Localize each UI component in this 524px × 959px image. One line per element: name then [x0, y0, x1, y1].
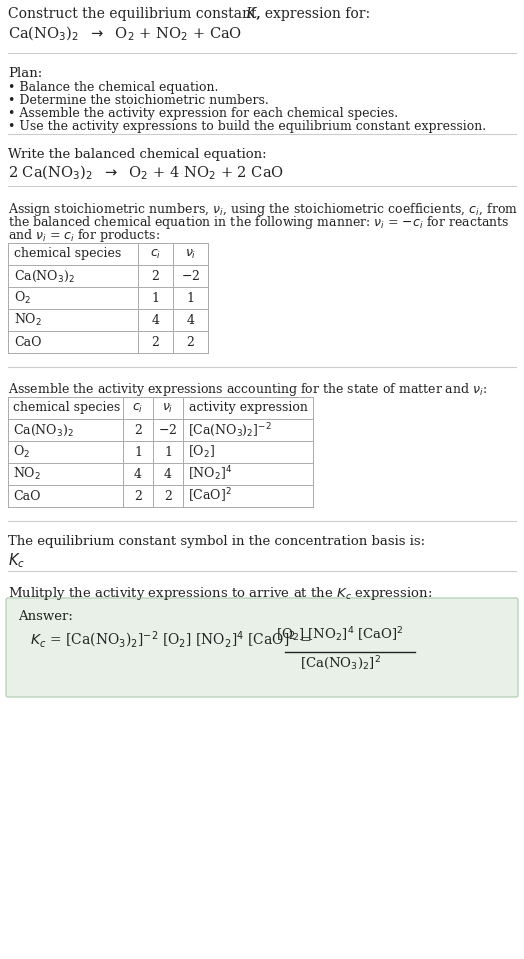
Text: Plan:: Plan:	[8, 67, 42, 80]
Text: • Balance the chemical equation.: • Balance the chemical equation.	[8, 81, 219, 94]
Text: • Assemble the activity expression for each chemical species.: • Assemble the activity expression for e…	[8, 107, 398, 120]
Text: 1: 1	[134, 446, 142, 458]
Text: $\nu_i$: $\nu_i$	[162, 402, 173, 414]
Text: the balanced chemical equation in the following manner: $\nu_i$ = $-c_i$ for rea: the balanced chemical equation in the fo…	[8, 214, 509, 231]
Text: $c_i$: $c_i$	[133, 402, 144, 414]
Text: 1: 1	[164, 446, 172, 458]
Text: CaO: CaO	[13, 489, 40, 503]
Text: $c_i$: $c_i$	[150, 247, 161, 261]
Text: 2: 2	[187, 336, 194, 348]
Text: 4: 4	[164, 467, 172, 480]
Text: Assemble the activity expressions accounting for the state of matter and $\nu_i$: Assemble the activity expressions accoun…	[8, 381, 487, 398]
Text: $-$2: $-$2	[181, 269, 200, 283]
Text: 2: 2	[134, 424, 142, 436]
Text: Assign stoichiometric numbers, $\nu_i$, using the stoichiometric coefficients, $: Assign stoichiometric numbers, $\nu_i$, …	[8, 201, 518, 218]
Text: 2: 2	[151, 269, 159, 283]
Text: NO$_2$: NO$_2$	[13, 466, 41, 482]
Text: $K_c$ = [Ca(NO$_3$)$_2$]$^{-2}$ [O$_2$] [NO$_2$]$^4$ [CaO]$^2$ =: $K_c$ = [Ca(NO$_3$)$_2$]$^{-2}$ [O$_2$] …	[30, 630, 313, 650]
Text: [CaO]$^2$: [CaO]$^2$	[188, 487, 232, 505]
Text: • Use the activity expressions to build the equilibrium constant expression.: • Use the activity expressions to build …	[8, 120, 486, 133]
Text: 4: 4	[151, 314, 159, 326]
Text: Ca(NO$_3$)$_2$: Ca(NO$_3$)$_2$	[14, 269, 75, 284]
Text: O$_2$: O$_2$	[14, 290, 31, 306]
Text: chemical species: chemical species	[13, 402, 120, 414]
Text: [Ca(NO$_3$)$_2$]$^2$: [Ca(NO$_3$)$_2$]$^2$	[300, 654, 380, 672]
Text: [Ca(NO$_3$)$_2$]$^{-2}$: [Ca(NO$_3$)$_2$]$^{-2}$	[188, 421, 272, 439]
FancyBboxPatch shape	[6, 598, 518, 697]
Text: , expression for:: , expression for:	[256, 7, 370, 21]
Text: Answer:: Answer:	[18, 610, 73, 623]
Text: [O$_2$] [NO$_2$]$^4$ [CaO]$^2$: [O$_2$] [NO$_2$]$^4$ [CaO]$^2$	[276, 625, 404, 644]
Text: 4: 4	[187, 314, 194, 326]
Text: O$_2$: O$_2$	[13, 444, 30, 460]
Text: $-$2: $-$2	[158, 423, 178, 437]
Text: The equilibrium constant symbol in the concentration basis is:: The equilibrium constant symbol in the c…	[8, 535, 425, 548]
Text: $\nu_i$: $\nu_i$	[185, 247, 196, 261]
Text: Write the balanced chemical equation:: Write the balanced chemical equation:	[8, 148, 267, 161]
Text: 2 Ca(NO$_3$)$_2$  $\rightarrow$  O$_2$ + 4 NO$_2$ + 2 CaO: 2 Ca(NO$_3$)$_2$ $\rightarrow$ O$_2$ + 4…	[8, 164, 284, 182]
Text: chemical species: chemical species	[14, 247, 121, 261]
Text: Mulitply the activity expressions to arrive at the $K_c$ expression:: Mulitply the activity expressions to arr…	[8, 585, 432, 602]
Text: [O$_2$]: [O$_2$]	[188, 444, 215, 460]
Text: Ca(NO$_3$)$_2$: Ca(NO$_3$)$_2$	[13, 422, 74, 437]
Text: activity expression: activity expression	[189, 402, 308, 414]
Text: 4: 4	[134, 467, 142, 480]
Text: K: K	[245, 7, 255, 21]
Text: NO$_2$: NO$_2$	[14, 312, 42, 328]
Text: CaO: CaO	[14, 336, 41, 348]
Text: [NO$_2$]$^4$: [NO$_2$]$^4$	[188, 465, 232, 483]
Text: $K_c$: $K_c$	[8, 551, 25, 570]
Text: 2: 2	[134, 489, 142, 503]
Text: and $\nu_i$ = $c_i$ for products:: and $\nu_i$ = $c_i$ for products:	[8, 227, 160, 244]
Text: 1: 1	[151, 292, 159, 305]
Text: • Determine the stoichiometric numbers.: • Determine the stoichiometric numbers.	[8, 94, 269, 107]
Text: 2: 2	[164, 489, 172, 503]
Text: Construct the equilibrium constant,: Construct the equilibrium constant,	[8, 7, 265, 21]
Text: Ca(NO$_3$)$_2$  $\rightarrow$  O$_2$ + NO$_2$ + CaO: Ca(NO$_3$)$_2$ $\rightarrow$ O$_2$ + NO$…	[8, 25, 242, 43]
Text: 2: 2	[151, 336, 159, 348]
Text: 1: 1	[187, 292, 194, 305]
